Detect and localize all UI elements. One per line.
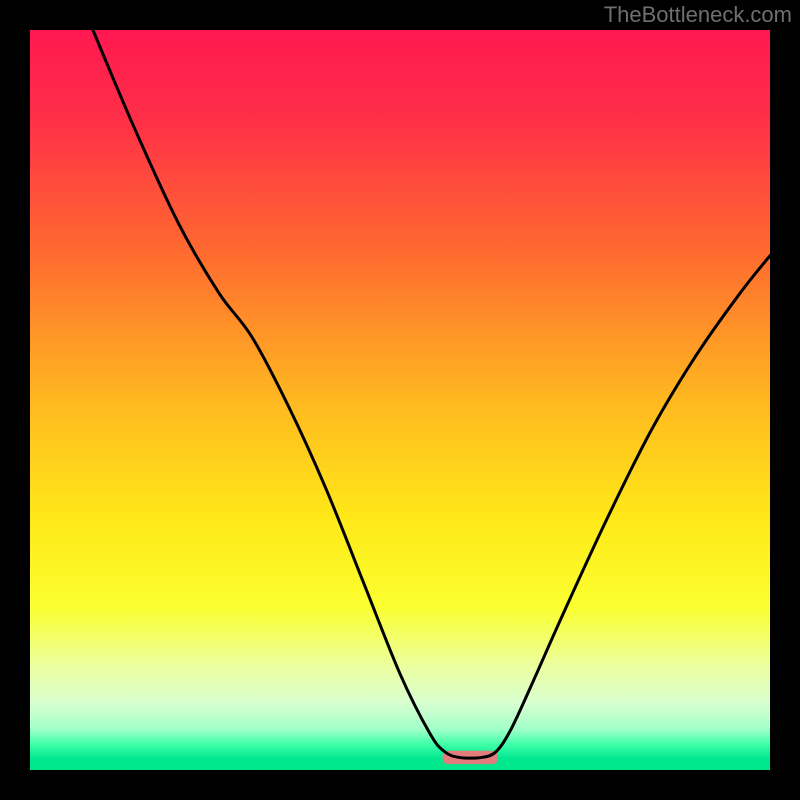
chart-container: TheBottleneck.com — [0, 0, 800, 800]
bottleneck-chart — [0, 0, 800, 800]
watermark-text: TheBottleneck.com — [604, 2, 792, 28]
